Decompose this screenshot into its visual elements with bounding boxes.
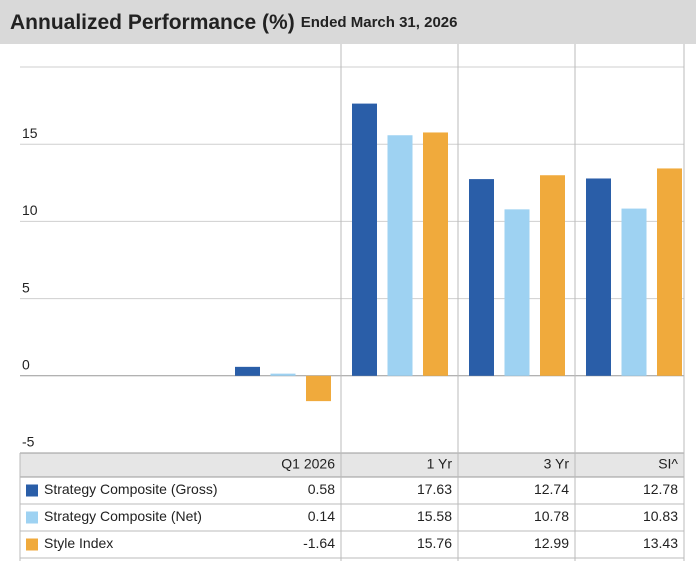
y-tick-label: 15	[22, 125, 38, 141]
chart-title: Annualized Performance (%) Ended March 31…	[10, 11, 457, 34]
legend-swatch	[26, 538, 38, 551]
legend-swatch	[26, 511, 38, 524]
table-value: -1.64	[303, 535, 335, 551]
legend-label: Strategy Composite (Net)	[44, 508, 202, 524]
table-value: 13.43	[643, 535, 678, 551]
bar	[586, 178, 611, 376]
bar	[423, 132, 448, 376]
legend-label: Strategy Composite (Gross)	[44, 481, 218, 497]
table-value: 15.58	[417, 508, 452, 524]
bar	[235, 366, 260, 376]
bar	[387, 135, 413, 376]
table-value: 0.58	[308, 481, 335, 497]
table-value: 10.83	[643, 508, 678, 524]
table-header	[20, 453, 684, 477]
column-header: 1 Yr	[427, 456, 453, 472]
table-value: 17.63	[417, 481, 452, 497]
legend-swatch	[26, 484, 38, 497]
table-value: 0.14	[308, 508, 335, 524]
column-header: SI^	[658, 456, 678, 472]
bar	[306, 375, 331, 402]
bar	[657, 168, 682, 376]
table-value: 12.78	[643, 481, 678, 497]
table-value: 12.99	[534, 535, 569, 551]
bar	[270, 373, 296, 376]
subtitle: Ended March 31, 2026	[301, 14, 458, 31]
legend-label: Style Index	[44, 535, 113, 551]
bar	[540, 175, 565, 376]
title: Annualized Performance (%)	[10, 11, 295, 34]
bar	[504, 209, 530, 376]
table-value: 10.78	[534, 508, 569, 524]
y-tick-label: 10	[22, 202, 38, 218]
y-tick-label: 0	[22, 357, 30, 373]
title-bar	[0, 0, 696, 44]
table-value: 15.76	[417, 535, 452, 551]
bar	[469, 179, 494, 376]
table-value: 12.74	[534, 481, 569, 497]
column-header: 3 Yr	[544, 456, 570, 472]
y-tick-label: 5	[22, 279, 30, 295]
bar	[352, 103, 377, 376]
y-tick-label: -5	[22, 434, 35, 450]
bar	[621, 208, 647, 376]
column-header: Q1 2026	[281, 456, 335, 472]
